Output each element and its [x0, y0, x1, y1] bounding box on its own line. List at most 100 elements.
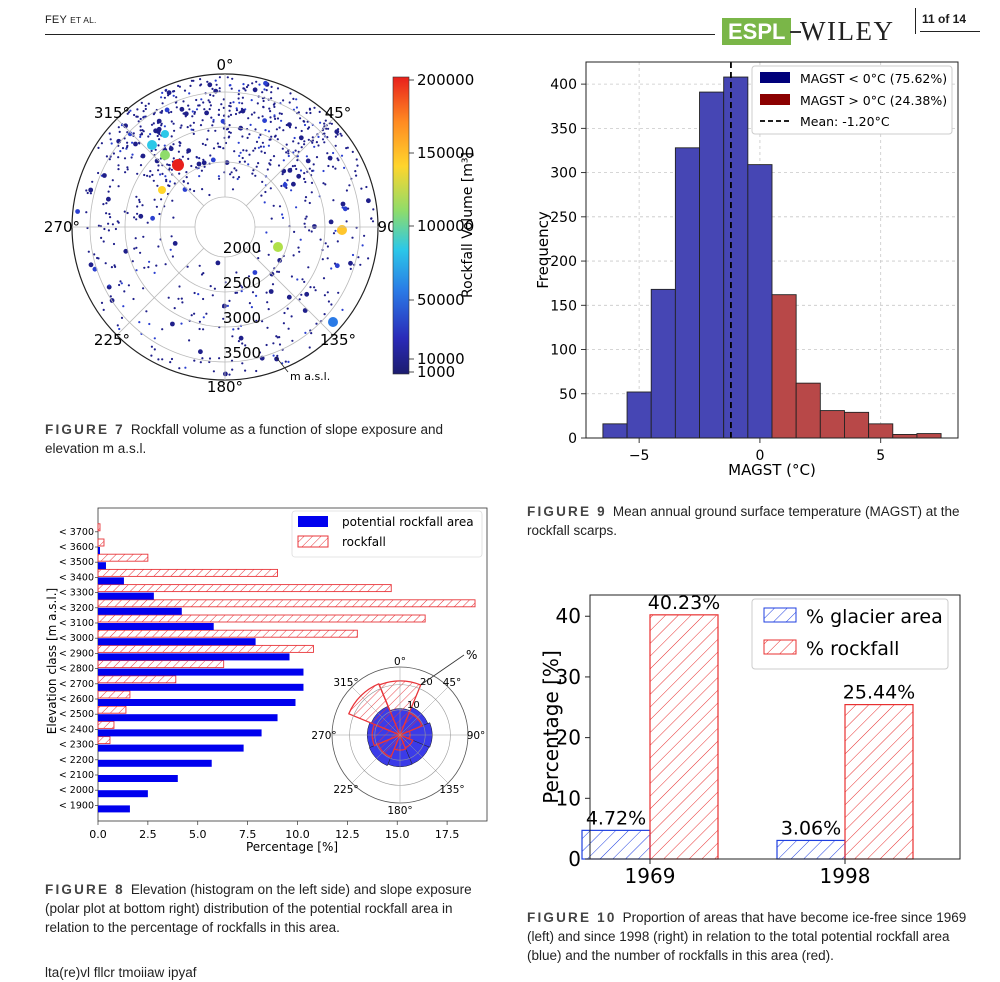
f7-point [255, 294, 258, 297]
f7-point [315, 322, 318, 325]
f7-colorbar-label: Rockfall Volume [m³] [460, 152, 476, 298]
f9-ytick-label: 200 [550, 254, 577, 270]
f7-point [206, 80, 209, 83]
f7-point [348, 184, 351, 187]
f7-point [285, 151, 288, 154]
f7-point [188, 92, 191, 95]
f7-point [226, 304, 229, 307]
f7-point [228, 109, 231, 112]
f7-point [262, 99, 265, 103]
f7-point [273, 105, 276, 108]
f7-point [169, 145, 172, 148]
f10-bar [581, 829, 651, 860]
f7-point [102, 173, 107, 178]
f7-point [163, 125, 166, 128]
f7-colorbar-tick-50000: 50000 [417, 291, 465, 309]
f7-point [304, 331, 307, 334]
f7-point [222, 305, 225, 309]
f7-point [323, 132, 326, 135]
f7-point [370, 217, 373, 220]
f7-point [314, 289, 317, 292]
f7-point [102, 308, 105, 311]
f7-point [244, 344, 247, 347]
f7-point [182, 187, 188, 192]
f7-point [324, 119, 327, 122]
f7-point [156, 126, 162, 132]
f7-point [235, 169, 238, 172]
f7-point [88, 187, 94, 193]
f7-point [308, 108, 312, 111]
f7-point [303, 123, 307, 127]
f8-ytick-label: < 2700 [59, 679, 94, 690]
f7-point [145, 310, 148, 313]
f7-point [283, 311, 286, 315]
f7-point [242, 149, 245, 152]
f8-bar-area [98, 775, 178, 782]
f7-point [334, 229, 337, 232]
f7-point [106, 196, 111, 202]
f7-point [158, 138, 161, 141]
f7-point [269, 163, 272, 166]
f7-point [148, 175, 151, 178]
f8-xtick-label: 7.5 [239, 828, 257, 841]
f7-point [303, 172, 306, 175]
f7-point [242, 83, 245, 86]
f7-point [274, 117, 277, 120]
f7-colorbar-tick-200000: 200000 [417, 71, 474, 89]
f7-point [211, 87, 214, 90]
f7-point [345, 220, 348, 223]
f7-point [300, 129, 303, 133]
f9-xtick-label: −5 [629, 448, 650, 464]
f7-point [110, 142, 113, 145]
f7-point [298, 298, 301, 301]
f7-point [281, 213, 284, 216]
f7-point [337, 159, 340, 162]
f7-point [270, 91, 273, 94]
f7-point [291, 339, 294, 342]
f7-point [220, 103, 223, 106]
f7-point [324, 183, 327, 186]
f7-angle-180: 180° [207, 378, 243, 396]
f10-bars: 4.72% 40.23% 3.06% 25.44% [581, 592, 915, 860]
f7-point [214, 129, 217, 132]
f7-point [262, 118, 267, 123]
f7-point [169, 248, 172, 251]
f7-point [118, 327, 121, 331]
f7-spoke-45 [245, 118, 334, 207]
f7-point [268, 138, 271, 141]
f7-point [261, 91, 264, 94]
f8-bar-area [98, 577, 124, 585]
f7-point [139, 251, 142, 254]
f7-point [203, 108, 206, 111]
f8-xlabel: Percentage [%] [246, 840, 338, 854]
f7-point [195, 98, 198, 102]
f7-point [195, 155, 198, 159]
f10-bar [776, 839, 846, 860]
f10-ticks: 1969 1998 0 10 20 30 40 [556, 604, 871, 888]
f7-large-rockfall-3 [161, 130, 169, 138]
f7-point [280, 119, 283, 122]
f7-point [298, 135, 304, 141]
f7-point [190, 128, 193, 131]
f7-point [282, 322, 285, 325]
f7-point [340, 201, 346, 207]
f7-point [141, 129, 144, 132]
f10-axes-frame [589, 594, 961, 860]
f7-point [179, 106, 185, 112]
f7-point [351, 150, 354, 153]
f7-point [260, 194, 263, 197]
f10-bar-label: 4.72% [586, 807, 646, 829]
f7-point [192, 121, 195, 124]
f7-point [200, 98, 203, 101]
f7-point [161, 358, 164, 361]
f7-point [214, 79, 217, 82]
f7-point [97, 146, 100, 149]
f7-point [247, 275, 251, 278]
f7-point [267, 253, 270, 256]
f7-point [193, 359, 196, 362]
f7-point [288, 169, 291, 172]
f7-point [308, 167, 311, 170]
f8-bar-area [98, 699, 296, 706]
f8-bar-rockfall [97, 736, 111, 745]
f7-point [371, 220, 375, 223]
